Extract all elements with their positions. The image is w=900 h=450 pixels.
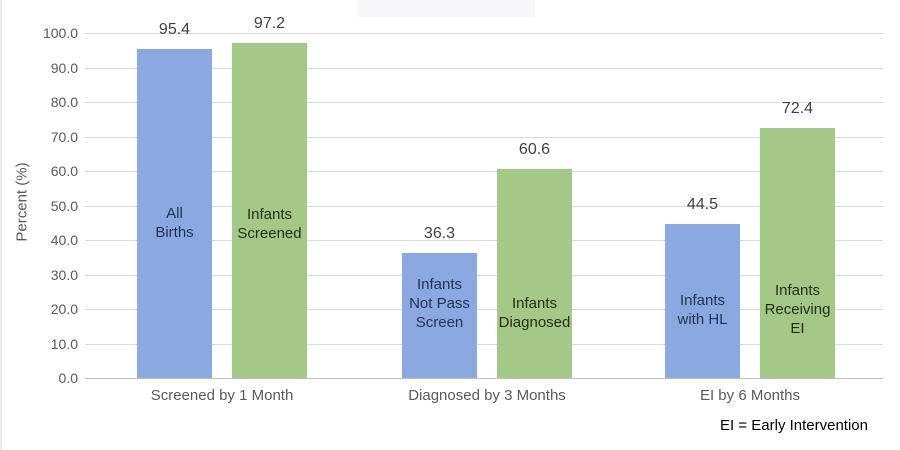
bar-inner-label: Infants Diagnosed [498,295,571,331]
y-tick-label: 40.0 [50,232,78,248]
faint-header-artifact [358,0,535,17]
bar-green [760,128,835,378]
x-category-label: EI by 6 Months [699,387,801,404]
footnote: EI = Early Intervention [720,417,868,434]
gridline [85,343,883,345]
gridline [85,67,883,69]
bar-blue [402,252,477,378]
y-tick-label: 60.0 [50,163,78,179]
bar-value-label: 97.2 [253,14,286,32]
y-tick-label: 70.0 [50,128,78,145]
gridline [85,240,883,241]
bar-blue [665,224,740,378]
gridline [85,171,883,172]
gridline [85,33,883,34]
bar-value-label: 44.5 [686,196,719,214]
gridline [85,205,883,207]
x-category-label: Diagnosed by 3 Months [408,387,566,404]
bar-inner-label: All Births [155,205,194,241]
bar-inner-label: Infants Screened [237,206,302,242]
bar-blue [137,48,212,378]
bar-inner-label: Infants Receiving EI [764,281,831,337]
y-tick-label: 100.0 [42,25,78,41]
gridline [85,309,883,310]
left-edge-strip [0,0,2,450]
bar-value-label: 60.6 [518,140,551,158]
bar-green [497,168,572,378]
y-tick-label: 20.0 [50,301,78,317]
gridline [85,274,883,276]
bar-inner-label: Infants Not Pass Screen [409,275,470,331]
gridline [85,102,883,103]
y-tick-label: 0.0 [58,370,78,386]
y-tick-label: 30.0 [50,266,78,283]
gridline [85,136,883,138]
bar-inner-label: Infants with HL [677,292,728,328]
bar-value-label: 72.4 [781,100,814,118]
bar-value-label: 95.4 [158,20,191,38]
y-tick-label: 10.0 [50,335,78,352]
bar-green [232,42,307,378]
x-category-label: Screened by 1 Month [150,387,294,404]
y-tick-label: 80.0 [50,94,78,110]
y-tick-label: 90.0 [50,59,78,76]
gridline [85,378,883,379]
y-tick-label: 50.0 [50,197,78,214]
bar-value-label: 36.3 [423,224,456,242]
